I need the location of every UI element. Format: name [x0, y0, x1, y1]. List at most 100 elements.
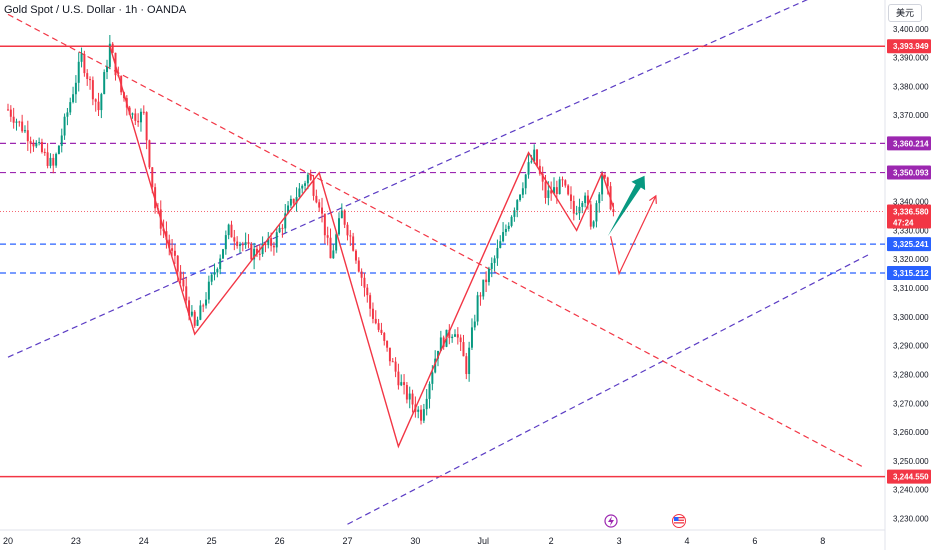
- candle-body: [26, 130, 29, 142]
- candle-body: [15, 121, 18, 123]
- candle-body: [301, 185, 304, 189]
- candle-body: [329, 237, 332, 259]
- candle-body: [238, 244, 241, 246]
- candle-body: [199, 305, 202, 320]
- candle-body: [408, 393, 411, 400]
- candle-body: [275, 232, 278, 248]
- y-tick-label: 3,340.000: [893, 198, 929, 207]
- price-level-label: 3,360.214: [893, 139, 929, 148]
- candle-body: [555, 187, 558, 195]
- candle-body: [595, 203, 598, 222]
- candle-body: [524, 174, 527, 189]
- price-level-tag: [887, 39, 931, 54]
- candle-body: [244, 242, 247, 245]
- candle-body: [106, 66, 109, 73]
- us-flag-icon[interactable]: [671, 514, 687, 528]
- candle-body: [363, 277, 366, 288]
- candle-body: [267, 238, 270, 246]
- candle-body: [205, 299, 208, 306]
- candle-body: [564, 180, 567, 186]
- candle-body: [289, 198, 292, 206]
- candle-body: [346, 224, 349, 236]
- candle-body: [72, 94, 75, 103]
- candle-body: [284, 213, 287, 229]
- x-tick-label: 2: [549, 536, 554, 546]
- candle-body: [272, 245, 275, 248]
- countdown-label: 47:24: [893, 218, 914, 227]
- price-level-label: 3,244.550: [893, 473, 929, 482]
- candle-body: [80, 54, 83, 62]
- candle-body: [91, 80, 94, 100]
- price-level-tag: [887, 165, 931, 180]
- candle-body: [168, 239, 171, 249]
- candle-body: [360, 271, 363, 278]
- candle-body: [504, 228, 507, 233]
- candle-body: [550, 190, 553, 194]
- candle-body: [190, 311, 193, 316]
- candle-body: [388, 347, 391, 362]
- x-tick-label: 6: [752, 536, 757, 546]
- price-level-label: 3,350.093: [893, 169, 929, 178]
- price-level-label: 3,315.212: [893, 269, 929, 278]
- candle-body: [397, 371, 400, 386]
- candle-body: [479, 295, 482, 297]
- candle-body: [103, 72, 106, 95]
- candle-body: [49, 157, 52, 166]
- candle-body: [185, 286, 188, 301]
- candle-body: [111, 43, 114, 53]
- candle-body: [86, 73, 89, 79]
- candle-body: [258, 253, 261, 255]
- y-tick-label: 3,390.000: [893, 54, 929, 63]
- candle-body: [405, 385, 408, 400]
- candle-body: [233, 237, 236, 242]
- candle-body: [312, 179, 315, 196]
- candle-body: [222, 249, 224, 259]
- candle-body: [77, 61, 80, 83]
- candle-body: [553, 187, 555, 194]
- x-tick-label: 8: [820, 536, 825, 546]
- candle-body: [46, 152, 49, 166]
- price-level-label: 3,325.241: [893, 240, 929, 249]
- candle-body: [57, 145, 60, 154]
- x-tick-label: 30: [410, 536, 420, 546]
- chart-title: Gold Spot / U.S. Dollar · 1h · OANDA: [4, 4, 187, 16]
- x-tick-label: Jul: [478, 536, 490, 546]
- candle-body: [40, 142, 43, 152]
- candle-body: [470, 327, 473, 348]
- trendline: [7, 13, 863, 468]
- candle-body: [287, 205, 290, 214]
- candle-body: [422, 409, 425, 421]
- candle-body: [584, 195, 587, 204]
- candle-body: [578, 206, 581, 214]
- y-tick-label: 3,250.000: [893, 457, 929, 466]
- price-level-tag: [887, 266, 931, 281]
- candle-body: [354, 250, 357, 261]
- candle-body: [612, 209, 615, 213]
- candle-body: [459, 337, 462, 343]
- candle-body: [318, 202, 321, 208]
- current-price-label: 3,336.580: [893, 207, 929, 216]
- candle-body: [530, 161, 533, 163]
- currency-selector[interactable]: 美元: [888, 4, 922, 22]
- candle-body: [462, 342, 465, 357]
- lightning-icon[interactable]: [604, 514, 618, 528]
- candle-body: [63, 116, 66, 136]
- x-tick-label: 27: [342, 536, 352, 546]
- candle-body: [264, 243, 267, 246]
- price-level-tag: [887, 469, 931, 484]
- candle-body: [165, 231, 168, 240]
- candle-body: [247, 242, 250, 245]
- candle-body: [380, 329, 383, 333]
- price-level-label: 3,393.949: [893, 42, 929, 51]
- candle-body: [473, 321, 476, 328]
- candle-body: [295, 197, 298, 204]
- candle-body: [374, 318, 377, 324]
- trendline: [347, 252, 872, 525]
- candle-body: [253, 248, 256, 260]
- candle-body: [601, 174, 604, 195]
- candle-body: [451, 336, 454, 339]
- candle-body: [386, 340, 389, 348]
- candle-body: [97, 101, 100, 111]
